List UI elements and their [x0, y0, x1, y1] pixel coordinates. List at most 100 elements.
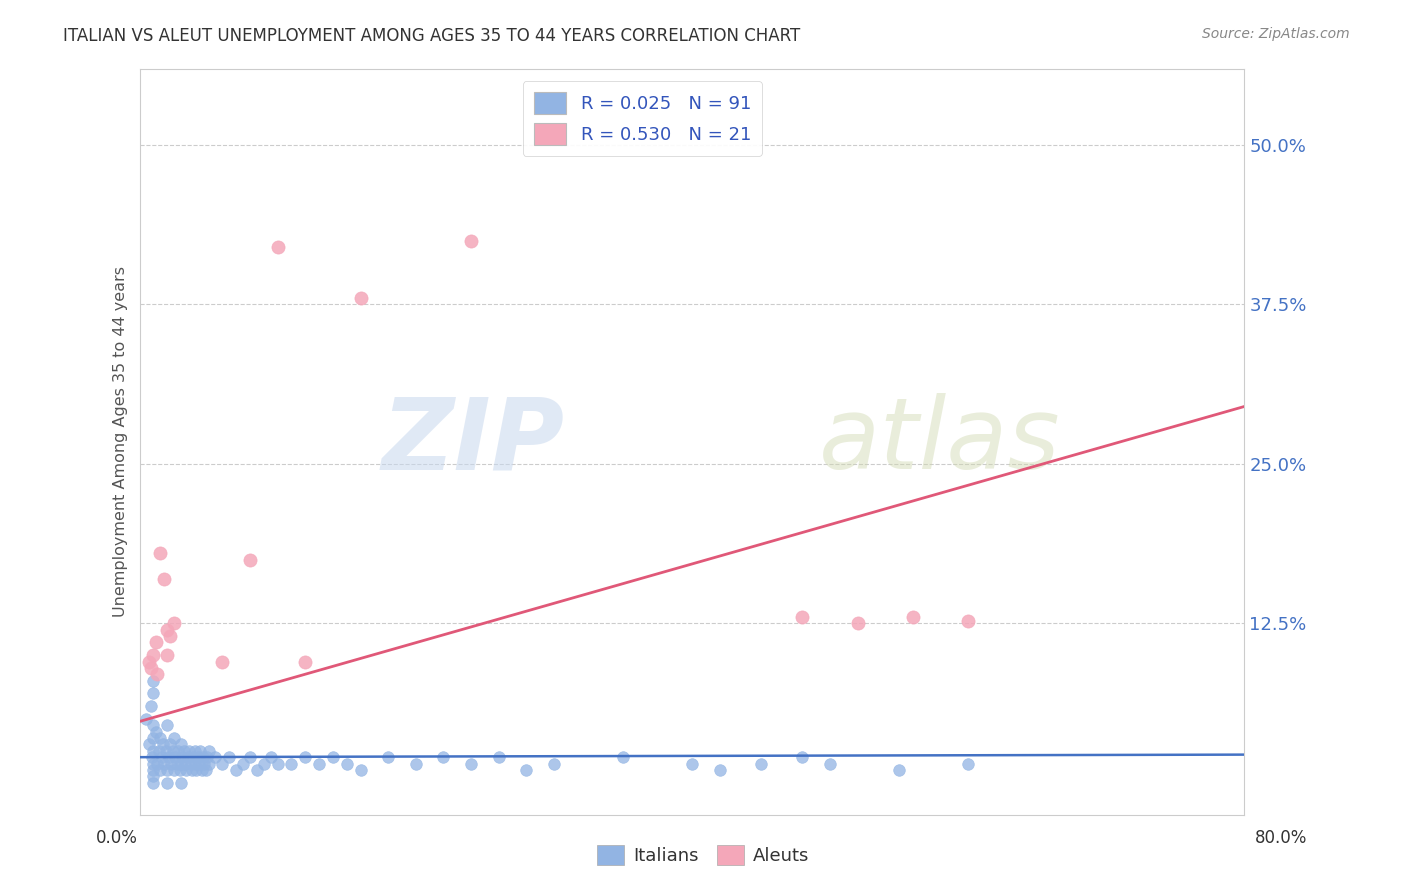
- Point: [191, 750, 214, 764]
- Text: atlas: atlas: [820, 393, 1060, 490]
- Point: [488, 750, 510, 764]
- Point: [377, 750, 399, 764]
- Point: [349, 763, 371, 777]
- Point: [181, 763, 204, 777]
- Point: [173, 744, 195, 758]
- Point: [148, 744, 170, 758]
- Point: [138, 738, 160, 752]
- Point: [460, 756, 482, 771]
- Point: [156, 718, 179, 732]
- Point: [336, 756, 359, 771]
- Point: [543, 756, 565, 771]
- Point: [957, 614, 980, 628]
- Point: [792, 750, 814, 764]
- Point: [225, 763, 247, 777]
- Point: [177, 750, 200, 764]
- Point: [901, 610, 924, 624]
- Legend: Italians, Aleuts: Italians, Aleuts: [589, 838, 817, 872]
- Point: [142, 648, 165, 662]
- Point: [709, 763, 731, 777]
- Point: [155, 744, 177, 758]
- Point: [141, 750, 163, 764]
- Point: [253, 756, 276, 771]
- Point: [145, 635, 167, 649]
- Point: [218, 750, 240, 764]
- Point: [142, 731, 165, 745]
- Point: [184, 744, 207, 758]
- Point: [176, 763, 198, 777]
- Text: 80.0%: 80.0%: [1256, 829, 1308, 847]
- Point: [170, 775, 193, 789]
- Point: [160, 756, 183, 771]
- Point: [142, 756, 165, 771]
- Point: [149, 763, 172, 777]
- Point: [139, 699, 162, 714]
- Point: [163, 731, 186, 745]
- Point: [197, 744, 219, 758]
- Point: [294, 750, 316, 764]
- Point: [749, 756, 772, 771]
- Point: [184, 756, 207, 771]
- Point: [159, 738, 181, 752]
- Point: [138, 655, 160, 669]
- Point: [146, 756, 169, 771]
- Point: [153, 756, 176, 771]
- Point: [349, 291, 371, 305]
- Point: [193, 756, 215, 771]
- Point: [142, 744, 165, 758]
- Point: [681, 756, 703, 771]
- Point: [172, 750, 194, 764]
- Point: [818, 756, 841, 771]
- Point: [152, 738, 174, 752]
- Point: [187, 756, 209, 771]
- Point: [197, 756, 219, 771]
- Point: [162, 744, 184, 758]
- Point: [239, 750, 262, 764]
- Point: [163, 763, 186, 777]
- Point: [149, 731, 172, 745]
- Point: [180, 756, 202, 771]
- Point: [153, 572, 176, 586]
- Point: [612, 750, 634, 764]
- Point: [204, 750, 226, 764]
- Point: [460, 234, 482, 248]
- Point: [170, 756, 193, 771]
- Point: [186, 763, 208, 777]
- Text: Source: ZipAtlas.com: Source: ZipAtlas.com: [1202, 27, 1350, 41]
- Point: [194, 763, 217, 777]
- Point: [145, 724, 167, 739]
- Point: [157, 750, 180, 764]
- Point: [246, 763, 269, 777]
- Point: [174, 756, 197, 771]
- Point: [142, 673, 165, 688]
- Point: [957, 756, 980, 771]
- Point: [156, 763, 179, 777]
- Point: [156, 623, 179, 637]
- Legend: R = 0.025   N = 91, R = 0.530   N = 21: R = 0.025 N = 91, R = 0.530 N = 21: [523, 81, 762, 156]
- Point: [142, 718, 165, 732]
- Point: [156, 775, 179, 789]
- Point: [156, 648, 179, 662]
- Point: [149, 546, 172, 560]
- Point: [139, 661, 162, 675]
- Text: ITALIAN VS ALEUT UNEMPLOYMENT AMONG AGES 35 TO 44 YEARS CORRELATION CHART: ITALIAN VS ALEUT UNEMPLOYMENT AMONG AGES…: [63, 27, 800, 45]
- Point: [308, 756, 330, 771]
- Point: [142, 686, 165, 700]
- Point: [142, 775, 165, 789]
- Point: [170, 738, 193, 752]
- Point: [294, 655, 316, 669]
- Point: [169, 763, 191, 777]
- Point: [146, 667, 169, 681]
- Point: [846, 616, 869, 631]
- Point: [165, 750, 187, 764]
- Point: [150, 750, 173, 764]
- Point: [322, 750, 344, 764]
- Point: [190, 763, 212, 777]
- Point: [163, 616, 186, 631]
- Point: [232, 756, 254, 771]
- Y-axis label: Unemployment Among Ages 35 to 44 years: Unemployment Among Ages 35 to 44 years: [114, 266, 128, 617]
- Text: ZIP: ZIP: [382, 393, 565, 490]
- Point: [266, 240, 288, 254]
- Point: [167, 744, 190, 758]
- Point: [405, 756, 427, 771]
